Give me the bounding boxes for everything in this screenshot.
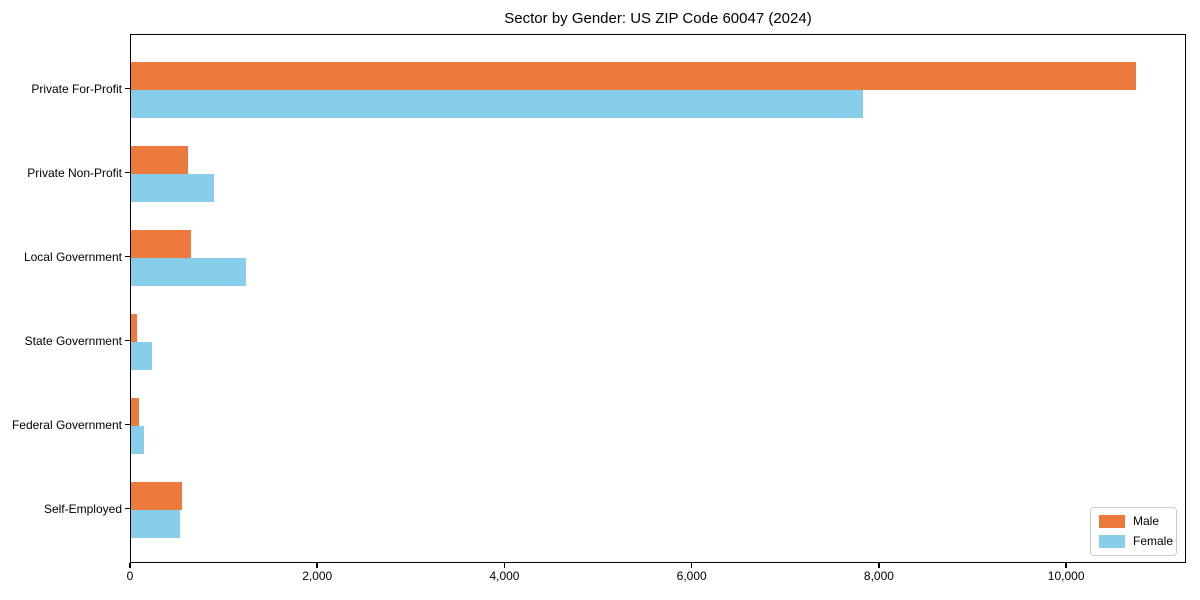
y-tick: [125, 171, 130, 174]
legend-item-female: Female: [1099, 535, 1173, 548]
legend-label: Female: [1133, 534, 1174, 548]
legend-swatch-male: [1099, 515, 1125, 528]
category-label: Local Government: [23, 249, 122, 264]
bar-female-2: [131, 257, 247, 286]
bar-male-4: [131, 397, 140, 426]
bar-female-3: [131, 341, 153, 370]
y-tick: [125, 507, 130, 510]
bar-male-3: [131, 313, 138, 342]
category-label: Private For-Profit: [31, 81, 122, 96]
plot-area: [130, 34, 1186, 563]
category-label: State Government: [24, 333, 122, 348]
y-tick: [125, 255, 130, 258]
chart-title: Sector by Gender: US ZIP Code 60047 (202…: [504, 10, 812, 27]
bar-female-4: [131, 425, 144, 454]
legend-swatch-female: [1099, 535, 1125, 548]
x-tick: [129, 563, 131, 568]
x-tick-label: 6,000: [676, 569, 707, 583]
category-label: Federal Government: [11, 417, 122, 432]
y-tick: [125, 423, 130, 426]
bar-female-1: [131, 173, 214, 202]
y-tick: [125, 87, 130, 90]
bar-male-0: [131, 61, 1136, 90]
legend-label: Male: [1133, 514, 1160, 528]
legend: Male Female: [1090, 507, 1177, 556]
x-tick-label: 2,000: [302, 569, 333, 583]
x-tick: [316, 563, 319, 568]
bar-male-1: [131, 145, 189, 174]
bar-male-5: [131, 481, 183, 510]
bar-male-2: [131, 229, 191, 258]
x-tick-label: 4,000: [489, 569, 520, 583]
y-tick: [125, 339, 130, 342]
category-label: Private Non-Profit: [27, 165, 122, 180]
bar-female-5: [131, 509, 181, 538]
bar-female-0: [131, 89, 864, 118]
x-tick-label: 10,000: [1047, 569, 1085, 583]
x-tick-label: 0: [126, 569, 134, 583]
legend-item-male: Male: [1099, 515, 1168, 528]
x-tick: [503, 563, 506, 568]
x-tick: [690, 563, 693, 568]
category-label: Self-Employed: [43, 501, 122, 516]
x-tick: [1065, 563, 1067, 568]
x-tick-label: 8,000: [863, 569, 894, 583]
x-tick: [878, 563, 880, 568]
